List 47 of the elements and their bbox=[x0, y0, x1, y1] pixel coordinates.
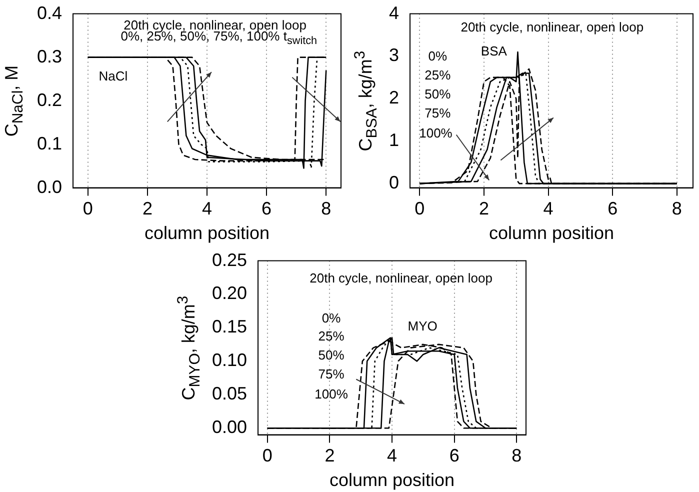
annotation: MYO bbox=[408, 318, 438, 334]
annotation: 50% bbox=[424, 86, 451, 102]
y-tick-label: 4 bbox=[388, 2, 400, 23]
annotation: 0% bbox=[322, 310, 341, 326]
y-tick-label: 0 bbox=[388, 172, 400, 193]
annotation: NaCl bbox=[98, 68, 128, 84]
x-tick-label: 0 bbox=[414, 198, 425, 219]
y-tick-label: 3 bbox=[388, 45, 400, 66]
y-tick-label: 1 bbox=[388, 130, 400, 150]
annotation: 100% bbox=[419, 126, 452, 141]
x-tick-label: 2 bbox=[142, 198, 152, 219]
y-tick-label: 0.20 bbox=[212, 283, 248, 304]
annotation: 75% bbox=[424, 105, 451, 120]
y-tick-label: 0.05 bbox=[212, 384, 248, 404]
annotation: 75% bbox=[318, 366, 344, 382]
x-tick-label: 6 bbox=[262, 198, 272, 219]
y-tick-label: 0.10 bbox=[212, 350, 248, 370]
x-tick-label: 2 bbox=[478, 198, 489, 219]
x-tick-label: 8 bbox=[321, 198, 332, 219]
x-axis-title: column position bbox=[144, 223, 270, 244]
x-tick-label: 0 bbox=[82, 198, 93, 219]
y-tick-label: 0.4 bbox=[36, 2, 62, 23]
x-axis-title: column position bbox=[488, 223, 614, 244]
x-tick-label: 8 bbox=[512, 446, 522, 466]
x-tick-label: 4 bbox=[543, 198, 554, 219]
y-tick-label: 0.1 bbox=[36, 133, 62, 154]
y-tick-label: 0.15 bbox=[212, 316, 248, 337]
annotation: 0% bbox=[428, 48, 448, 64]
y-tick-label: 0.25 bbox=[212, 250, 248, 270]
annotation: 20th cycle, nonlinear, open loop bbox=[460, 20, 644, 35]
y-tick-label: 0.3 bbox=[36, 46, 62, 66]
y-tick-label: 0.00 bbox=[212, 417, 248, 438]
x-tick-label: 2 bbox=[324, 446, 335, 466]
annotation: 25% bbox=[318, 328, 344, 344]
x-tick-label: 8 bbox=[672, 198, 682, 219]
x-tick-label: 0 bbox=[262, 446, 272, 466]
annotation: 50% bbox=[318, 348, 344, 363]
y-tick-label: 0.0 bbox=[36, 176, 62, 197]
annotation: 20th cycle, nonlinear, open loop bbox=[310, 270, 492, 286]
x-tick-label: 6 bbox=[608, 198, 618, 219]
annotation: 25% bbox=[424, 68, 451, 83]
x-axis-title: column position bbox=[329, 470, 455, 490]
y-tick-label: 2 bbox=[388, 88, 400, 108]
y-tick-label: 0.2 bbox=[36, 90, 62, 110]
annotation: 100% bbox=[314, 386, 348, 402]
x-tick-label: 6 bbox=[449, 446, 460, 466]
annotation: BSA bbox=[480, 44, 507, 59]
